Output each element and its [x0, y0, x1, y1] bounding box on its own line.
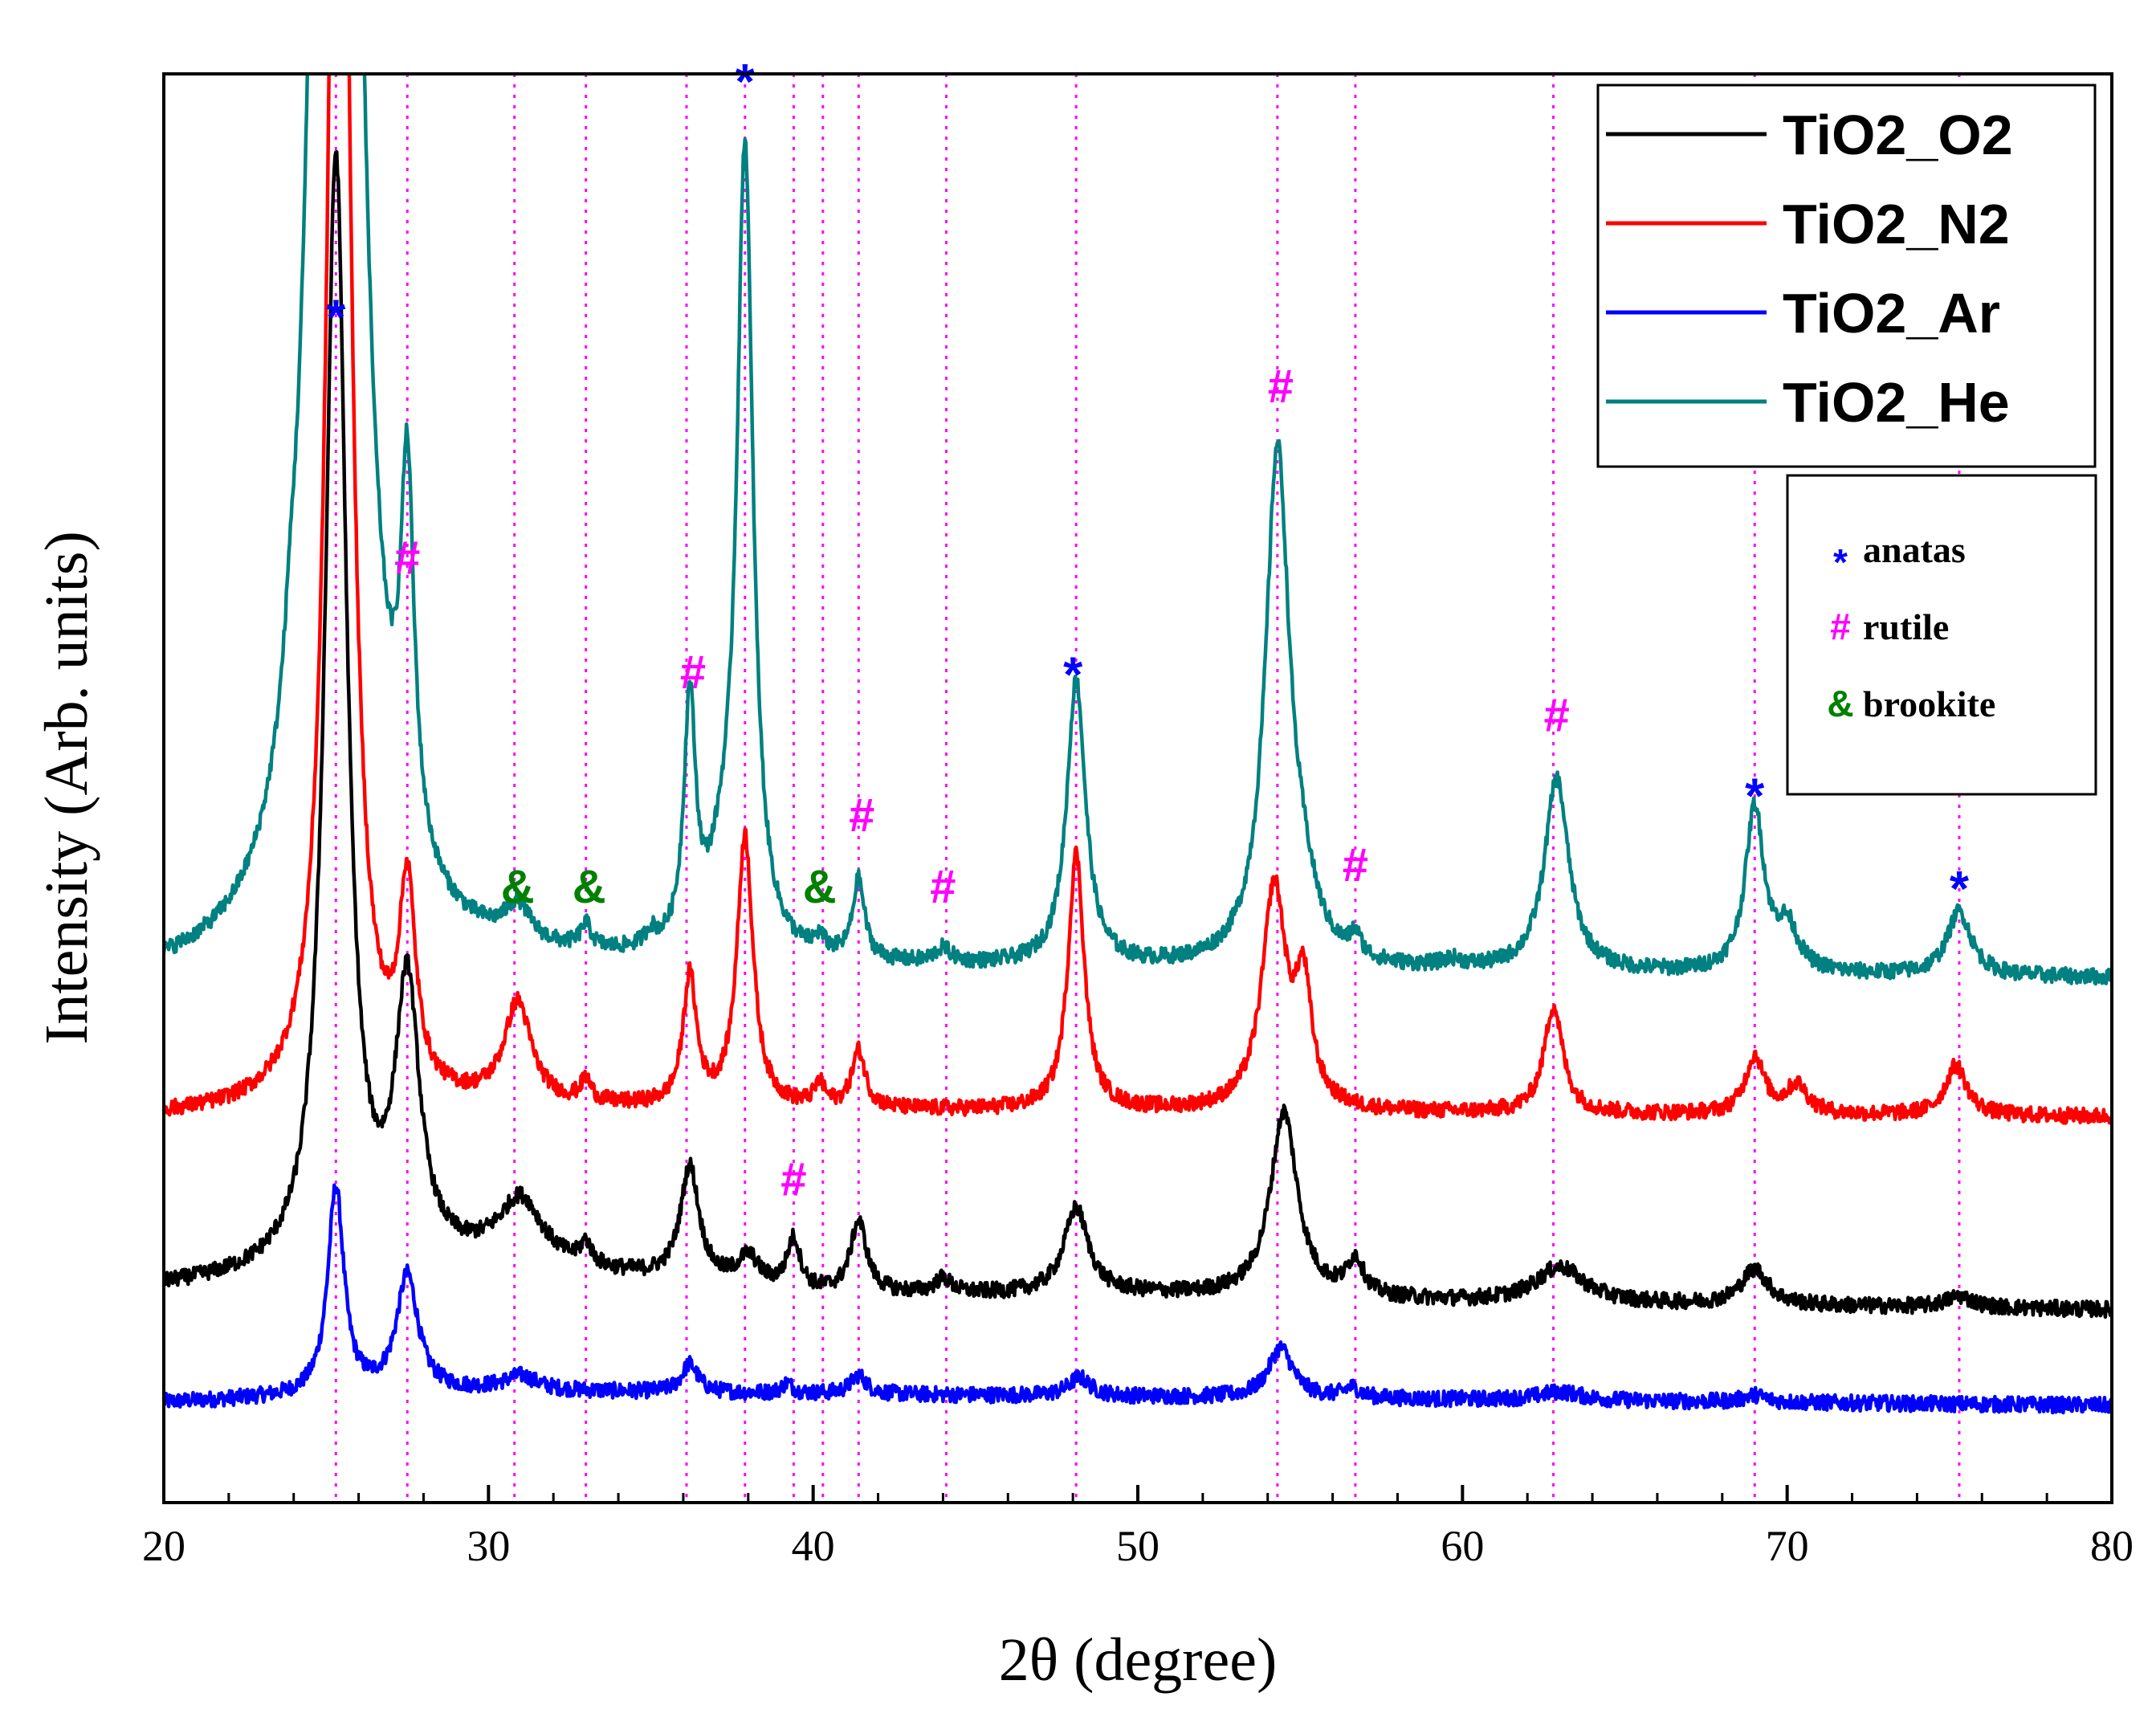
legend-label: TiO2_O2 — [1783, 104, 2013, 166]
rutile-marker: # — [394, 532, 420, 585]
brookite-marker: & — [501, 861, 535, 913]
x-tick-label: 50 — [1116, 1522, 1160, 1570]
x-axis-ticks: 20 30 40 50 60 70 80 — [142, 1485, 2134, 1570]
x-tick-label: 40 — [792, 1522, 835, 1570]
phase-key-symbol: # — [1830, 606, 1851, 647]
series-line-tio2-n2 — [164, 74, 2112, 1125]
anatas-marker: * — [1745, 769, 1765, 825]
phase-key-symbol: & — [1827, 683, 1853, 724]
series-layer — [164, 74, 2112, 1415]
phase-key-label: anatas — [1863, 529, 1966, 570]
phase-key-label: rutile — [1863, 606, 1949, 647]
rutile-marker: # — [1268, 361, 1294, 413]
legend-label: TiO2_He — [1783, 371, 2010, 434]
rutile-marker: # — [1543, 689, 1569, 741]
anatas-marker: * — [326, 291, 346, 346]
x-tick-label: 80 — [2090, 1522, 2134, 1570]
x-tick-label: 70 — [1766, 1522, 1809, 1570]
phase-key: * anatas # rutile& brookite — [1786, 474, 2097, 796]
phase-key-label: brookite — [1863, 683, 1995, 724]
anatas-marker: * — [736, 55, 756, 110]
legend-label: TiO2_Ar — [1783, 282, 2000, 345]
rutile-marker: # — [849, 789, 874, 842]
phase-annotations: *#& &#*#&##*###** — [326, 55, 1970, 1205]
phase-key-box — [1786, 474, 2097, 796]
brookite-marker: & — [573, 861, 606, 913]
y-axis-title: Intensity (Arb. units) — [33, 531, 100, 1045]
rutile-marker: # — [780, 1154, 806, 1206]
rutile-marker: # — [1343, 839, 1368, 891]
x-tick-label: 30 — [467, 1522, 510, 1570]
anatas-marker: * — [1063, 647, 1083, 703]
x-tick-label: 60 — [1441, 1522, 1484, 1570]
phase-key-symbol: * — [1833, 541, 1848, 583]
series-line-tio2-he — [164, 74, 2112, 986]
rutile-marker: # — [930, 861, 956, 913]
reference-lines — [334, 74, 1961, 1503]
legend-label: TiO2_N2 — [1783, 193, 2010, 255]
x-axis-title: 2θ (degree) — [999, 1626, 1278, 1694]
brookite-marker: & — [803, 861, 837, 913]
anatas-marker: * — [1950, 862, 1970, 917]
x-tick-label: 20 — [142, 1522, 185, 1570]
series-line-tio2-ar — [164, 1183, 2112, 1415]
rutile-marker: # — [680, 646, 706, 699]
series-legend: TiO2_O2 TiO2_N2 TiO2_Ar TiO2_He — [1596, 84, 2097, 468]
series-line-tio2-o2 — [164, 149, 2112, 1319]
